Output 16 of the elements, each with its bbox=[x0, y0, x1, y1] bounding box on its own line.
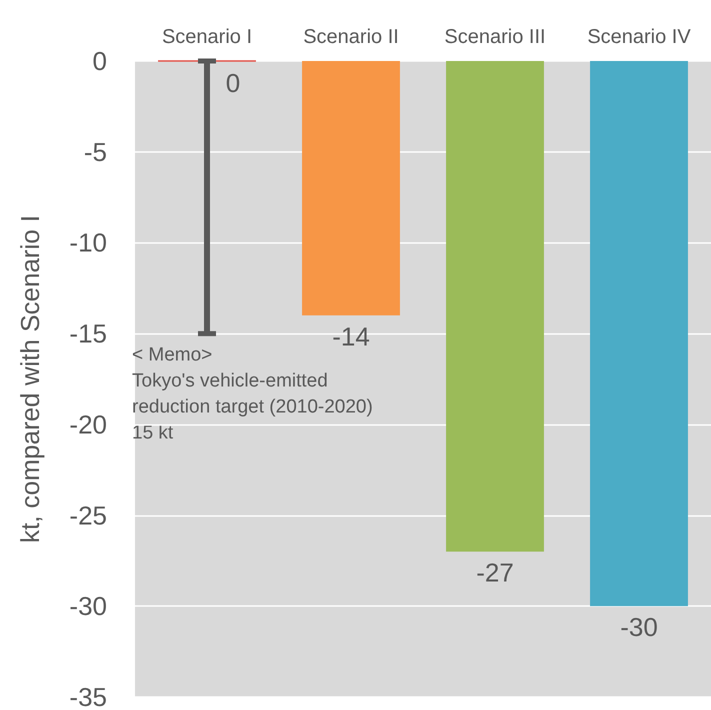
y-tick-label: -5 bbox=[84, 136, 107, 167]
y-tick-label: -10 bbox=[69, 228, 107, 258]
y-tick-label: 0 bbox=[92, 46, 107, 76]
x-tick-label: Scenario I bbox=[162, 26, 252, 48]
x-tick-label: Scenario II bbox=[303, 26, 399, 48]
data-label: -27 bbox=[476, 558, 514, 588]
y-tick-label: -20 bbox=[69, 409, 107, 440]
data-label: -30 bbox=[620, 612, 658, 642]
data-label: 0 bbox=[226, 68, 240, 98]
y-tick-label: -30 bbox=[69, 591, 107, 622]
x-tick-label: Scenario IV bbox=[587, 26, 692, 48]
y-tick-label: -15 bbox=[69, 318, 107, 349]
y-tick-label: -35 bbox=[69, 682, 107, 710]
x-tick-label: Scenario III bbox=[444, 26, 546, 48]
y-tick-label: -25 bbox=[69, 500, 107, 530]
y-axis-title: kt, compared with Scenario I bbox=[15, 214, 45, 544]
